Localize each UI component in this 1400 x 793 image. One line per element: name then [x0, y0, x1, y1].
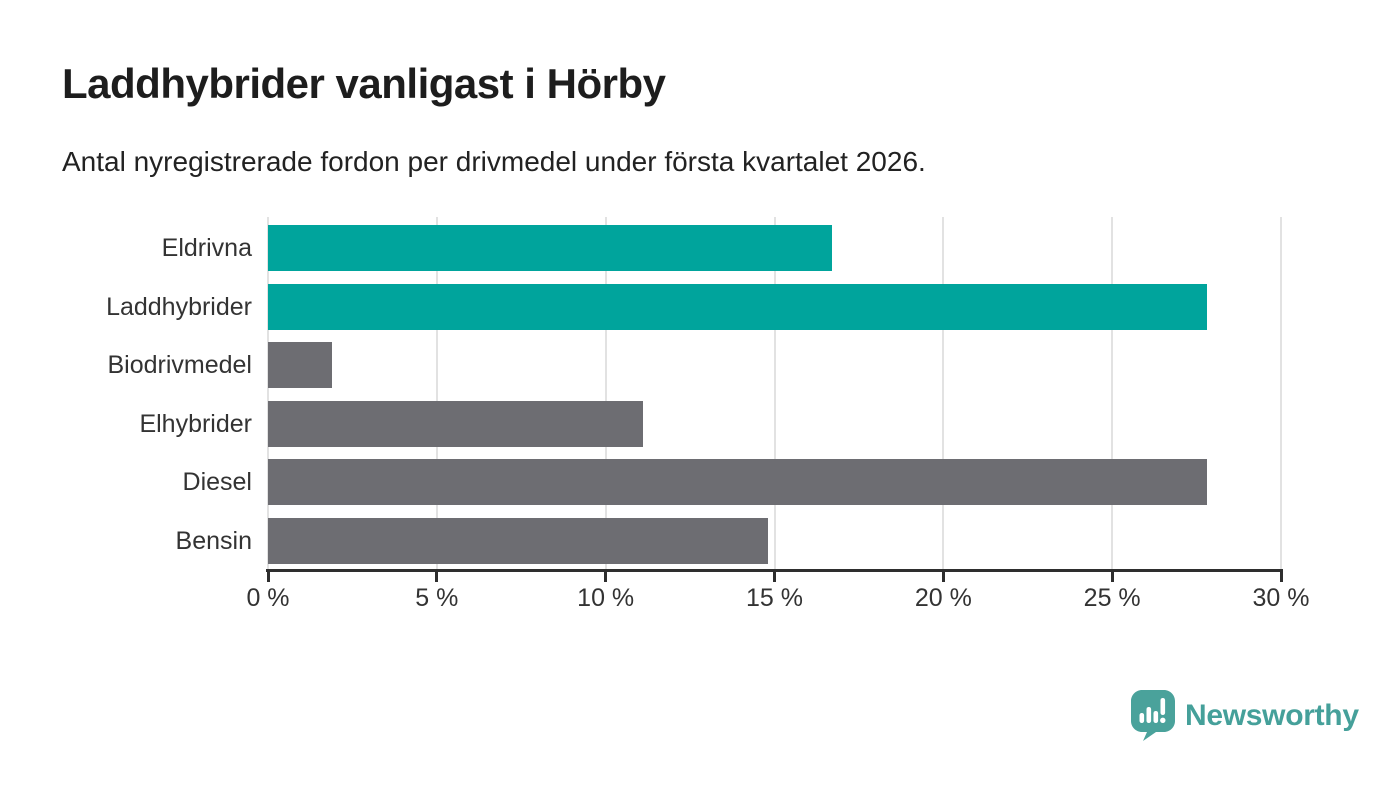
- x-axis-tick-0: [266, 569, 270, 582]
- x-axis-tick-label-20: 20 %: [914, 584, 972, 612]
- x-axis-tick-15: [773, 569, 776, 582]
- gridline-0-percent: [267, 217, 269, 570]
- gridline-20-percent: [942, 217, 945, 570]
- bar-laddhybrider: [268, 283, 1207, 330]
- x-axis-tick-20: [941, 569, 945, 582]
- newsworthy-logo-icon: [1131, 690, 1175, 741]
- category-label-elhybrider: Elhybrider: [139, 409, 252, 438]
- chart-title: Laddhybrider vanligast i Hörby: [62, 60, 666, 107]
- gridline-10-percent: [604, 217, 607, 570]
- bar-eldrivna: [268, 225, 832, 271]
- bar-bensin: [268, 518, 768, 564]
- category-label-bensin: Bensin: [175, 527, 252, 555]
- x-axis-tick-label-25: 25 %: [1083, 584, 1141, 612]
- x-axis-tick-25: [1110, 569, 1114, 582]
- category-label-laddhybrider: Laddhybrider: [106, 292, 252, 321]
- category-label-diesel: Diesel: [182, 468, 252, 497]
- bar-elhybrider: [268, 400, 643, 447]
- chart-subtitle: Antal nyregistrerade fordon per drivmede…: [62, 146, 926, 177]
- x-axis-tick-label-15: 15 %: [746, 584, 803, 612]
- gridline-25-percent: [1111, 217, 1114, 570]
- x-axis-tick-label-30: 30 %: [1252, 584, 1310, 612]
- gridline-15-percent: [773, 217, 776, 570]
- bar-biodrivmedel: [268, 342, 333, 389]
- category-label-eldrivna: Eldrivna: [161, 234, 252, 262]
- x-axis-tick-10: [604, 569, 608, 582]
- x-axis-tick-label-0: 0 %: [246, 584, 290, 612]
- category-label-biodrivmedel: Biodrivmedel: [107, 351, 252, 380]
- x-axis-tick-label-10: 10 %: [577, 584, 635, 612]
- newsworthy-logo: Newsworthy: [1131, 690, 1359, 742]
- gridline-30-percent: [1280, 217, 1282, 570]
- newsworthy-logo-text: Newsworthy: [1185, 699, 1359, 732]
- x-axis-tick-30: [1279, 569, 1283, 582]
- x-axis-line: [266, 569, 1283, 572]
- x-axis-tick-5: [435, 569, 439, 582]
- bar-diesel: [268, 459, 1207, 506]
- x-axis-tick-label-5: 5 %: [415, 584, 459, 612]
- gridline-5-percent: [435, 217, 438, 570]
